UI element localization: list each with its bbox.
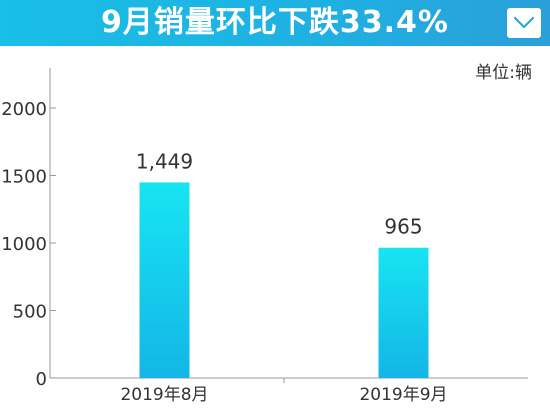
data-label: 965 — [384, 215, 422, 239]
x-tick-label: 2019年9月 — [359, 385, 447, 405]
bars-group — [139, 182, 429, 378]
y-axis-ticks: 0 500 1000 1500 2000 — [1, 99, 56, 390]
y-tick-label: 2000 — [1, 99, 47, 120]
y-tick-label: 1500 — [1, 167, 47, 188]
y-tick-label: 500 — [13, 302, 47, 323]
title-banner: 9月销量环比下跌33.4% — [0, 0, 550, 46]
x-tick-label: 2019年8月 — [120, 385, 208, 405]
y-tick-label: 0 — [36, 369, 47, 390]
bar — [139, 182, 190, 378]
bar — [378, 247, 429, 378]
y-tick-label: 1000 — [1, 234, 47, 255]
x-axis-labels: 2019年8月 2019年9月 — [120, 378, 448, 405]
page-title: 9月销量环比下跌33.4% — [101, 5, 449, 40]
chevron-down-icon — [513, 16, 535, 29]
unit-label: 单位:辆 — [475, 63, 532, 83]
data-label: 1,449 — [136, 149, 193, 173]
value-labels: 1,449 965 — [136, 149, 423, 238]
dropdown-button[interactable] — [507, 8, 541, 38]
